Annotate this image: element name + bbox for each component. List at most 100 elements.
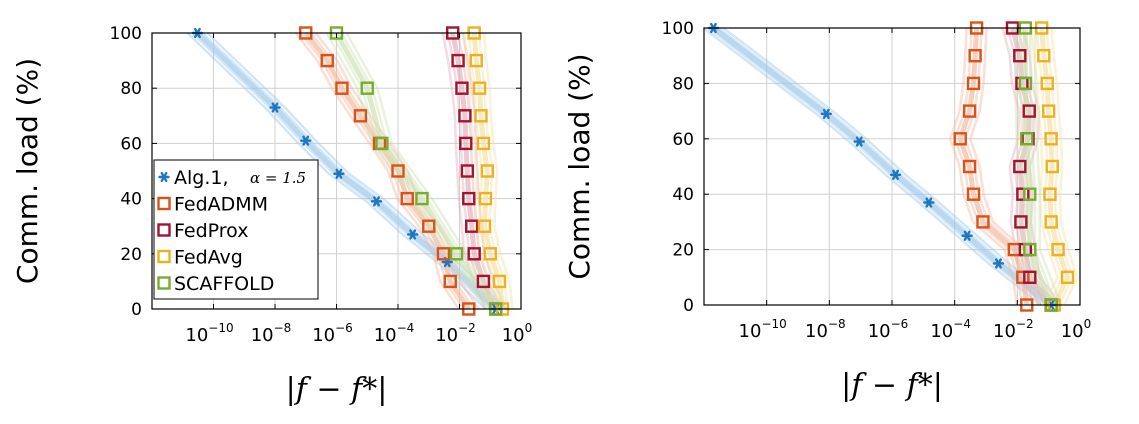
data-point xyxy=(961,230,973,241)
data-point xyxy=(269,102,281,113)
series-band-scaffold xyxy=(1014,28,1043,306)
x-tick-label: 10−8 xyxy=(251,321,292,346)
data-point xyxy=(953,132,967,146)
legend-label-fedadmm: FedADMM xyxy=(174,194,268,216)
series-band-fedavg xyxy=(482,32,514,310)
x-axis-label: |f − f*| xyxy=(841,368,943,403)
data-point xyxy=(472,81,487,95)
x-tick-exponent: −6 xyxy=(335,321,353,335)
series-band-fedprox xyxy=(450,32,498,311)
data-point xyxy=(483,247,497,261)
y-tick-label: 20 xyxy=(672,241,694,261)
data-point xyxy=(422,219,436,233)
series-band-scaffold xyxy=(1019,28,1048,306)
data-point xyxy=(443,274,457,289)
data-point xyxy=(1037,49,1051,63)
series-band-fedadmm xyxy=(314,32,480,310)
series-band-alg.1 xyxy=(186,32,487,310)
data-point xyxy=(1022,104,1036,118)
series-band-fedadmm xyxy=(294,32,460,310)
data-point xyxy=(476,136,491,151)
legend-marker-scaffold xyxy=(157,276,171,290)
x-tick-label: 10−6 xyxy=(868,317,909,342)
series-fedadmm xyxy=(953,21,1034,312)
x-tick-exponent: −10 xyxy=(761,317,786,331)
legend: Alg.1, α = 1.5 FedADMM FedProx FedAvg SCAFFOL… xyxy=(153,159,319,300)
data-point xyxy=(1018,76,1033,91)
x-tick-base: 10 xyxy=(805,321,828,342)
data-point xyxy=(1043,187,1057,201)
x-tick-exponent: −10 xyxy=(208,321,233,335)
legend-label-scaffold: SCAFFOLD xyxy=(174,273,274,295)
data-point xyxy=(335,81,349,95)
x-tick-exponent: −2 xyxy=(1016,317,1034,331)
x-tick-base: 10 xyxy=(1061,321,1084,342)
x-tick-label: 10−4 xyxy=(374,321,415,346)
legend-box xyxy=(153,159,319,300)
data-point xyxy=(1016,270,1030,284)
data-point xyxy=(966,187,981,201)
series-alg.1 xyxy=(707,22,1057,311)
series-band-alg.1 xyxy=(702,27,1042,306)
x-tick-label: 10−10 xyxy=(185,321,233,346)
data-point xyxy=(966,76,981,91)
legend-label-fedprox: FedProx xyxy=(174,220,248,242)
data-point xyxy=(480,164,494,178)
data-point xyxy=(353,109,368,123)
data-point xyxy=(889,169,902,180)
x-tick-base: 10 xyxy=(251,325,274,346)
series-band-scaffold xyxy=(334,31,498,311)
data-point xyxy=(1045,159,1059,174)
data-point xyxy=(333,168,345,179)
data-point xyxy=(1023,242,1037,257)
data-point xyxy=(477,219,492,233)
x-tick-label: 10−6 xyxy=(312,321,353,346)
y-tick-label: 80 xyxy=(672,74,694,94)
series-band-fedprox xyxy=(461,32,507,310)
series-band-scaffold xyxy=(345,32,507,310)
data-point xyxy=(370,196,383,207)
x-tick-base: 10 xyxy=(868,321,891,342)
data-point xyxy=(451,53,465,68)
series-band-fedprox xyxy=(1001,27,1043,306)
series-band-fedavg xyxy=(1050,27,1079,306)
y-tick-label: 0 xyxy=(683,296,694,316)
data-point xyxy=(465,219,479,233)
x-tick-label: 10−2 xyxy=(435,321,476,346)
data-point xyxy=(962,159,977,174)
data-point xyxy=(1016,187,1030,201)
series-band-fedadmm xyxy=(957,27,1030,306)
series-band-alg.1 xyxy=(707,27,1047,306)
series-band-scaffold xyxy=(1034,28,1063,306)
data-point xyxy=(400,191,414,206)
data-point xyxy=(320,53,334,68)
data-point xyxy=(992,258,1005,269)
x-tick-exponent: 0 xyxy=(525,321,533,335)
x-tick-base: 10 xyxy=(502,325,525,346)
series-band-alg.1 xyxy=(191,32,492,310)
x-tick-exponent: −8 xyxy=(828,317,846,331)
legend-marker-fedavg xyxy=(157,249,171,264)
series-band-alg.1 xyxy=(722,27,1062,306)
data-point xyxy=(962,104,977,118)
data-point xyxy=(415,191,429,206)
data-point xyxy=(458,109,472,123)
x-tick-label: 10−2 xyxy=(993,317,1034,342)
data-point xyxy=(968,49,982,63)
series-band-fedadmm xyxy=(948,27,1019,306)
x-tick-base: 10 xyxy=(185,325,208,346)
data-point xyxy=(360,81,374,95)
data-point xyxy=(455,81,469,95)
y-tick-label: 80 xyxy=(120,79,142,99)
y-tick-label: 20 xyxy=(120,245,142,265)
series-band-scaffold xyxy=(1029,28,1058,306)
data-point xyxy=(476,274,491,289)
x-tick-exponent: −6 xyxy=(891,317,909,331)
data-point xyxy=(1023,187,1037,201)
x-tick-exponent: −4 xyxy=(953,317,971,331)
x-axis-label: |f − f*| xyxy=(286,372,388,407)
legend-label-fedavg: FedAvg xyxy=(174,247,243,269)
